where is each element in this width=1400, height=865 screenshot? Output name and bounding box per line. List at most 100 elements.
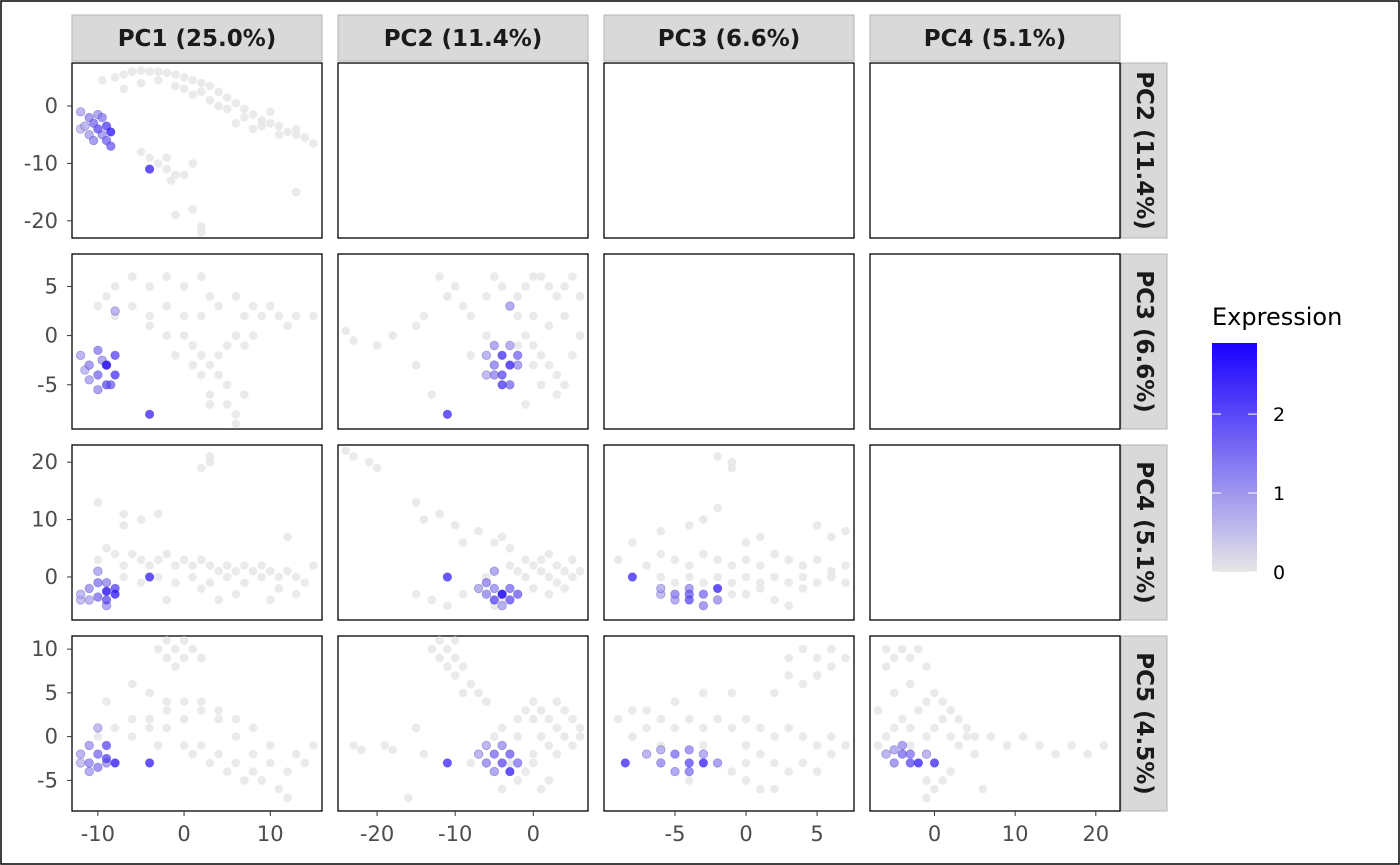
data-point (171, 578, 180, 587)
data-point (240, 578, 249, 587)
data-point (713, 714, 722, 724)
data-point (248, 767, 258, 776)
x-tick-label: 10 (257, 822, 284, 846)
data-point (529, 561, 538, 570)
data-point (544, 549, 554, 559)
data-point (248, 723, 258, 733)
data-point (188, 644, 197, 654)
y-tick-label: 10 (31, 637, 58, 661)
data-point (274, 311, 284, 321)
data-point (188, 572, 197, 582)
data-point (727, 589, 737, 599)
data-point (529, 584, 538, 593)
data-point (727, 463, 737, 473)
data-point (101, 595, 112, 605)
data-point (841, 653, 850, 663)
y-tick-label: -20 (24, 209, 58, 233)
data-point (906, 653, 915, 663)
data-point (552, 697, 562, 706)
data-point (482, 697, 491, 706)
data-point (670, 749, 680, 759)
data-point (938, 697, 947, 706)
data-point (171, 644, 180, 654)
data-point (205, 578, 215, 587)
data-point (75, 749, 86, 759)
data-point (497, 740, 507, 751)
data-point (171, 70, 180, 79)
data-point (756, 561, 765, 570)
data-point (128, 301, 137, 311)
data-point (102, 292, 111, 301)
data-point (119, 521, 128, 530)
data-point (266, 107, 275, 117)
data-point (283, 321, 292, 331)
row-strip (1120, 62, 1168, 239)
data-point (684, 572, 694, 582)
data-point (349, 452, 358, 461)
data-point (144, 572, 155, 582)
col-strip (71, 14, 323, 62)
data-point (521, 767, 530, 776)
data-point (93, 723, 103, 733)
data-point (188, 75, 197, 85)
data-point (670, 589, 680, 599)
data-point (171, 561, 180, 570)
data-point (656, 745, 666, 755)
panel-points-r0-c0 (75, 66, 318, 237)
panel-r3-c3 (869, 635, 1121, 812)
data-point (274, 121, 284, 131)
data-point (197, 311, 206, 321)
data-point (1035, 741, 1044, 750)
data-point (88, 135, 99, 146)
data-point (136, 515, 146, 524)
data-point (419, 515, 429, 524)
data-point (489, 595, 500, 605)
data-point (827, 572, 836, 582)
data-point (544, 321, 554, 331)
col-strip (603, 14, 855, 62)
data-point (291, 311, 301, 321)
col-strip (869, 14, 1121, 62)
data-point (1067, 741, 1076, 750)
data-point (427, 390, 437, 399)
data-point (136, 555, 146, 565)
data-point (240, 311, 249, 321)
data-point (684, 595, 694, 605)
data-point (922, 776, 931, 785)
data-point (162, 723, 172, 733)
data-point (938, 776, 947, 785)
data-point (921, 749, 932, 759)
data-point (684, 745, 694, 755)
data-point (205, 292, 215, 301)
data-point (922, 793, 931, 803)
data-point (497, 350, 507, 361)
data-point (214, 370, 223, 380)
data-point (266, 595, 275, 605)
data-point (481, 350, 492, 361)
x-tick-label: 5 (810, 822, 823, 846)
data-point (489, 370, 500, 380)
data-point (214, 714, 223, 724)
data-point (544, 776, 554, 785)
data-point (784, 723, 793, 733)
data-point (497, 532, 507, 542)
data-point (274, 584, 284, 593)
panel-r1-c2 (603, 253, 855, 430)
data-point (699, 741, 708, 750)
data-point (162, 706, 172, 715)
data-point (171, 210, 180, 220)
data-point (266, 566, 275, 576)
data-point (106, 141, 116, 151)
panel-points-r2-c2 (613, 452, 850, 611)
data-point (458, 688, 468, 698)
panel-points-r2-c1 (341, 446, 585, 611)
row-strip-label: PC4 (5.1%) (1131, 461, 1157, 604)
data-point (222, 767, 232, 776)
data-point (905, 749, 916, 759)
panel-r0-c2 (603, 62, 855, 239)
data-point (712, 758, 723, 768)
data-point (188, 205, 197, 214)
data-point (349, 741, 358, 750)
data-point (970, 749, 980, 759)
data-point (490, 732, 499, 741)
